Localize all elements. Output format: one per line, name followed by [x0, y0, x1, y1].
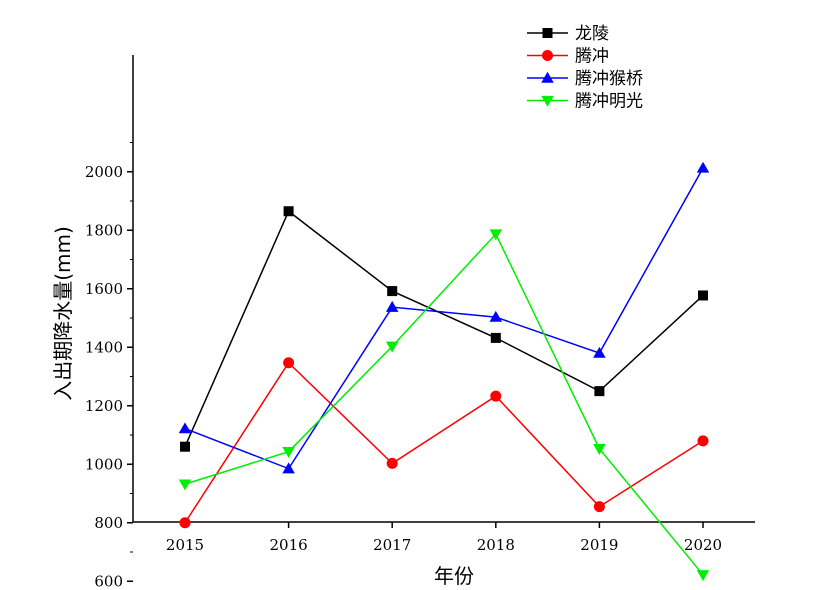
- legend-item: 腾冲: [527, 47, 609, 67]
- data-point: [179, 517, 191, 529]
- data-point: [593, 444, 606, 455]
- data-point: [282, 462, 295, 474]
- legend-label: 腾冲明光: [575, 92, 643, 112]
- series-1: [180, 206, 708, 452]
- y-tick-label: 1800: [85, 221, 123, 239]
- x-axis-label: 年份: [434, 564, 474, 588]
- data-point: [696, 570, 710, 582]
- legend-marker: [541, 95, 554, 107]
- data-point: [490, 332, 501, 343]
- data-point: [178, 479, 192, 491]
- legend-item: 腾冲明光: [527, 92, 643, 112]
- legend-item: 腾冲猴桥: [527, 69, 643, 89]
- x-ticks: 2015 2016 2017 2018 2019 2020: [166, 522, 722, 554]
- data-point: [178, 422, 192, 434]
- series-2: [179, 357, 709, 529]
- series-line: [184, 167, 704, 470]
- y-tick-label: 1200: [85, 397, 123, 415]
- data-point: [697, 435, 709, 447]
- data-point: [385, 341, 399, 353]
- data-point: [490, 390, 502, 402]
- series-line: [184, 361, 704, 524]
- legend-marker: [541, 71, 554, 83]
- data-point: [593, 346, 606, 358]
- data-point: [385, 300, 399, 312]
- data-point: [698, 290, 708, 301]
- legend-label: 龙陵: [575, 24, 609, 44]
- data-point: [282, 446, 295, 458]
- x-tick-label: 2020: [684, 536, 722, 554]
- x-tick-label: 2015: [166, 536, 204, 554]
- series-line: [184, 210, 704, 448]
- x-tick-label: 2017: [373, 536, 411, 554]
- x-tick-label: 2016: [270, 536, 308, 554]
- data-point: [387, 286, 398, 297]
- series-layer: [178, 161, 710, 582]
- series-line: [184, 232, 704, 576]
- x-tick-label: 2018: [477, 536, 515, 554]
- y-tick-label: 800: [94, 514, 123, 532]
- axes: [132, 55, 755, 523]
- y-tick-label: 1400: [85, 338, 123, 356]
- legend-marker: [542, 28, 553, 38]
- y-tick-label: 1600: [85, 280, 123, 298]
- data-point: [594, 386, 605, 397]
- data-point: [180, 441, 190, 452]
- legend-item: 龙陵: [527, 24, 609, 44]
- data-point: [696, 161, 710, 173]
- y-tick-label: 600: [94, 572, 123, 590]
- series-4: [178, 229, 710, 582]
- series-3: [178, 161, 710, 474]
- x-tick-label: 2019: [580, 536, 618, 554]
- legend-label: 腾冲猴桥: [575, 69, 643, 89]
- data-point: [593, 501, 605, 513]
- data-point: [489, 229, 503, 241]
- data-point: [489, 310, 503, 322]
- legend-marker: [542, 50, 553, 61]
- data-point: [386, 457, 398, 469]
- y-tick-label: 2000: [85, 163, 123, 181]
- y-axis-label: 入出期降水量(mm): [51, 226, 75, 401]
- data-point: [283, 357, 295, 369]
- legend-label: 腾冲: [575, 47, 609, 67]
- y-tick-label: 1000: [85, 455, 123, 473]
- y-ticks: 600 800 1000 1200 1400 1600 1800 2000: [85, 142, 133, 590]
- data-point: [283, 206, 294, 217]
